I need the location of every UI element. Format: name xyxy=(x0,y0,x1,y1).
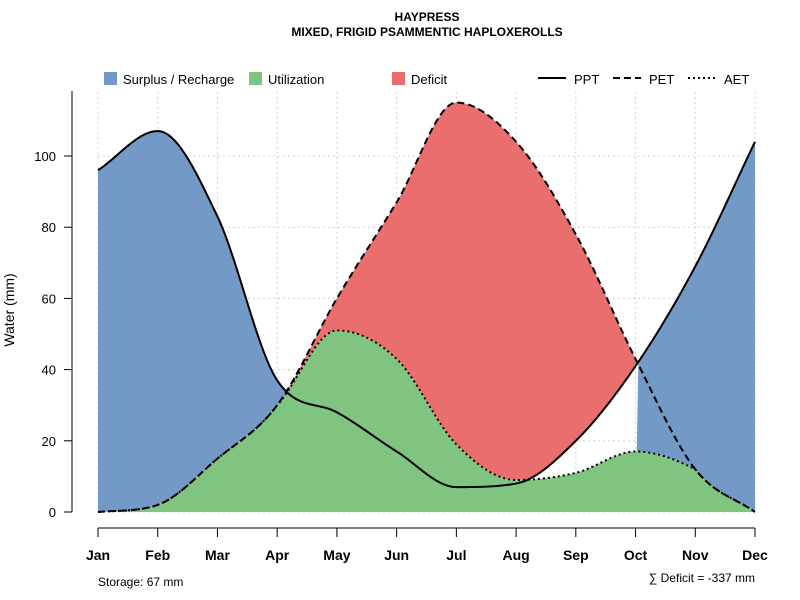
legend: Surplus / Recharge Utilization Deficit P… xyxy=(104,72,749,87)
y-axis-label: Water (mm) xyxy=(1,273,17,346)
area-deficit xyxy=(98,102,755,513)
x-tick-label-sep: Sep xyxy=(563,547,589,563)
x-tick-label-may: May xyxy=(323,547,350,563)
x-tick-label-aug: Aug xyxy=(502,547,529,563)
chart-subtitle: MIXED, FRIGID PSAMMENTIC HAPLOXEROLLS xyxy=(291,25,562,39)
axes: 0 20 40 60 80 100 Jan Feb Mar Apr May Jun Jul Aug Sep O… xyxy=(34,90,768,563)
y-tick-label: 20 xyxy=(42,434,56,449)
area-surplus-recharge xyxy=(98,131,755,512)
x-tick-label-jan: Jan xyxy=(86,547,110,563)
legend-label-ppt: PPT xyxy=(574,72,599,87)
deficit-annotation: ∑ Deficit = -337 mm xyxy=(649,571,755,585)
y-tick-label: 80 xyxy=(42,220,56,235)
area-utilization xyxy=(98,330,755,512)
legend-swatch-deficit xyxy=(392,72,405,85)
legend-swatch-utilization xyxy=(249,72,262,85)
area-fills xyxy=(98,102,755,513)
storage-annotation: Storage: 67 mm xyxy=(98,575,183,589)
y-tick-label: 0 xyxy=(49,505,56,520)
legend-label-aet: AET xyxy=(724,72,749,87)
legend-label-surplus: Surplus / Recharge xyxy=(123,72,234,87)
series-line-ppt xyxy=(97,130,756,489)
x-tick-label-oct: Oct xyxy=(624,547,648,563)
y-tick-label: 40 xyxy=(42,363,56,378)
legend-label-utilization: Utilization xyxy=(268,72,324,87)
x-tick-label-feb: Feb xyxy=(145,547,170,563)
x-tick-label-jun: Jun xyxy=(384,547,409,563)
legend-swatch-surplus xyxy=(104,72,117,85)
y-tick-label: 100 xyxy=(34,149,56,164)
legend-label-deficit: Deficit xyxy=(411,72,448,87)
series-line-pet xyxy=(97,101,756,513)
chart-title: HAYPRESS xyxy=(395,10,460,24)
x-tick-label-apr: Apr xyxy=(265,547,290,563)
x-tick-label-nov: Nov xyxy=(682,547,709,563)
y-tick-label: 60 xyxy=(42,291,56,306)
x-tick-label-jul: Jul xyxy=(446,547,466,563)
series-lines xyxy=(97,101,756,513)
x-tick-label-dec: Dec xyxy=(742,547,768,563)
x-tick-label-mar: Mar xyxy=(205,547,230,563)
legend-label-pet: PET xyxy=(649,72,674,87)
